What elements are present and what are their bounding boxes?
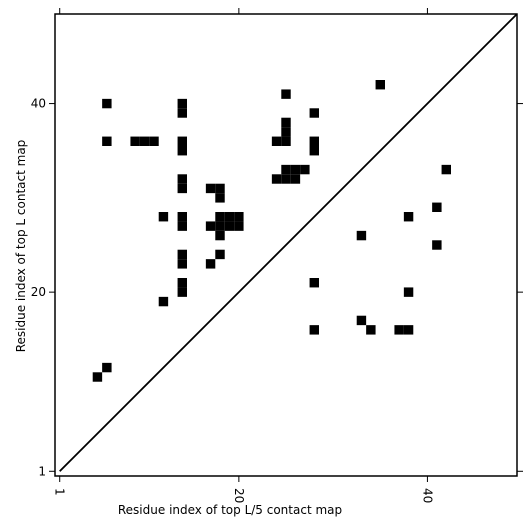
contact-cell-lower <box>224 221 235 231</box>
contact-cell-upper <box>281 174 291 184</box>
contact-cell-upper <box>432 202 442 212</box>
contact-cell-upper <box>356 230 367 241</box>
contact-cell-lower <box>215 183 225 194</box>
y-tick-label: 1 <box>38 464 46 478</box>
contact-cell-upper <box>281 164 291 175</box>
contact-cell-lower <box>102 362 112 373</box>
contact-cell-upper <box>271 136 282 146</box>
x-tick-label: 1 <box>53 488 67 496</box>
contact-cell-lower <box>177 146 187 156</box>
contact-cell-upper <box>356 315 367 326</box>
cell-layer <box>92 80 451 382</box>
contact-cell-lower <box>130 136 140 146</box>
contact-cell-lower <box>102 136 112 146</box>
contact-cell-upper <box>366 325 376 335</box>
contact-cell-lower <box>177 98 187 109</box>
contact-cell-lower <box>177 259 187 269</box>
contact-cell-lower <box>205 183 216 194</box>
contact-cell-lower <box>177 287 187 297</box>
contact-cell-lower <box>215 221 225 231</box>
x-tick-label: 20 <box>232 488 246 503</box>
contact-cell-lower <box>215 212 225 222</box>
contact-cell-upper <box>441 164 451 175</box>
contact-cell-lower <box>234 221 244 231</box>
contact-cell-upper <box>403 212 414 222</box>
contact-cell-upper <box>281 127 291 137</box>
contact-cell-lower <box>177 249 187 260</box>
x-axis-label: Residue index of top L/5 contact map <box>118 503 342 517</box>
contact-cell-upper <box>309 108 319 118</box>
y-tick-label: 40 <box>31 97 46 111</box>
contact-cell-lower <box>177 278 187 288</box>
contact-cell-lower <box>177 212 187 222</box>
contact-cell-lower <box>177 108 187 118</box>
contact-cell-lower <box>205 221 216 231</box>
contact-cell-upper <box>290 164 301 175</box>
contact-cell-lower <box>177 174 187 184</box>
diagonal-line <box>59 13 518 472</box>
contact-cell-lower <box>215 230 225 241</box>
contact-cell-upper <box>271 174 282 184</box>
contact-cell-lower <box>205 259 216 269</box>
contact-cell-upper <box>309 146 319 156</box>
contact-cell-lower <box>215 193 225 203</box>
contact-cell-upper <box>281 136 291 146</box>
contact-cell-lower <box>177 136 187 146</box>
plot-frame <box>54 13 518 477</box>
contact-cell-upper <box>375 80 385 90</box>
contact-cell-upper <box>403 287 414 297</box>
contact-cell-lower <box>224 212 235 222</box>
contact-cell-upper <box>309 136 319 146</box>
tick-layer: 1 20 40 1 20 40 <box>31 8 523 503</box>
contact-cell-lower <box>177 221 187 231</box>
x-tick-label: 40 <box>420 488 434 503</box>
contact-cell-lower <box>234 212 244 222</box>
contact-cell-lower <box>215 249 225 260</box>
contact-cell-lower <box>139 136 150 146</box>
contact-cell-lower <box>177 183 187 194</box>
contact-cell-upper <box>290 174 301 184</box>
contact-cell-upper <box>403 325 414 335</box>
y-tick-label: 20 <box>31 285 46 299</box>
contact-cell-lower <box>149 136 159 146</box>
contact-cell-upper <box>281 117 291 128</box>
y-axis-label: Residue index of top L contact map <box>14 140 28 353</box>
contact-cell-upper <box>309 325 319 335</box>
contact-cell-lower <box>92 372 103 382</box>
contact-cell-upper <box>281 89 291 99</box>
contact-cell-upper <box>394 325 404 335</box>
contact-cell-upper <box>432 240 442 250</box>
contact-cell-upper <box>300 164 310 175</box>
contact-cell-lower <box>158 212 169 222</box>
contact-cell-lower <box>102 98 112 109</box>
contact-cell-upper <box>309 278 319 288</box>
contact-cell-lower <box>158 296 169 307</box>
